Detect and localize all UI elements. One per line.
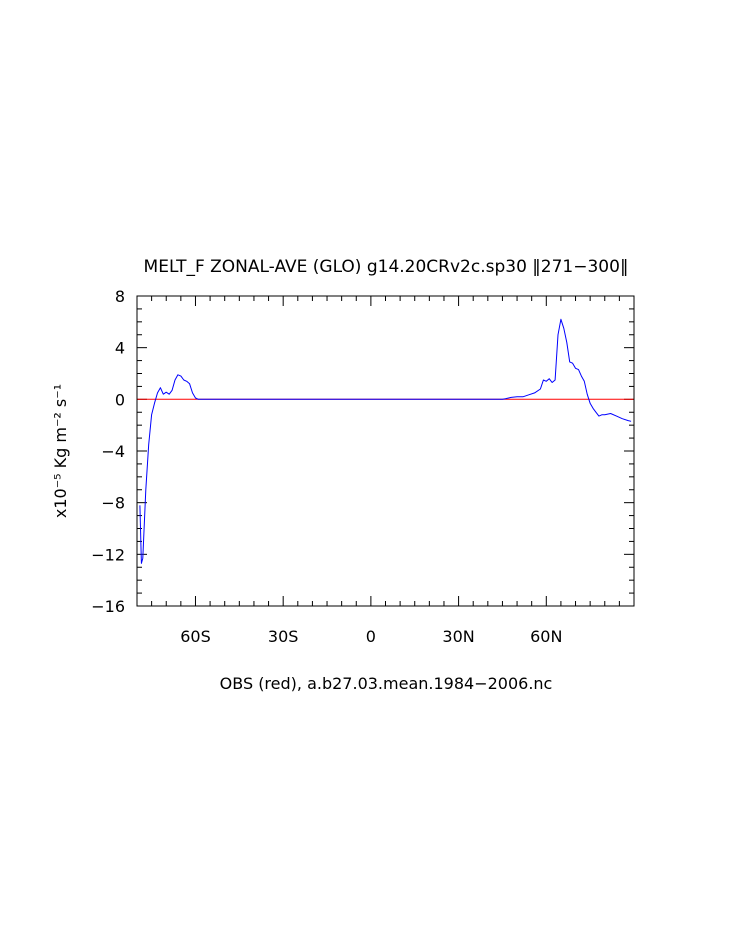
x-tick-label: 0 bbox=[366, 627, 376, 646]
y-tick-label: 0 bbox=[115, 390, 125, 409]
model-series-line bbox=[139, 318, 632, 564]
plot-frame bbox=[136, 295, 635, 607]
y-tick-label: 8 bbox=[115, 287, 125, 306]
x-axis-label: OBS (red), a.b27.03.mean.1984−2006.nc bbox=[220, 674, 553, 693]
y-tick-label: 4 bbox=[115, 339, 125, 358]
x-tick-label: 60S bbox=[180, 627, 211, 646]
x-tick-label: 60N bbox=[530, 627, 562, 646]
y-axis-label: x10⁻⁵ Kg m⁻² s⁻¹ bbox=[51, 384, 70, 518]
x-tick-label: 30S bbox=[268, 627, 299, 646]
axis-ticks: 60S 30S 0 30N 60N 8 4 0 −4 −8 −12 −16 bbox=[91, 287, 634, 646]
chart-title: MELT_F ZONAL-AVE (GLO) g14.20CRv2c.sp30 … bbox=[144, 257, 629, 277]
data-series bbox=[137, 318, 634, 564]
y-tick-label: −4 bbox=[101, 442, 125, 461]
y-tick-label: −12 bbox=[91, 545, 125, 564]
y-tick-label: −8 bbox=[101, 494, 125, 513]
x-tick-label: 30N bbox=[442, 627, 474, 646]
y-tick-label: −16 bbox=[91, 597, 125, 616]
